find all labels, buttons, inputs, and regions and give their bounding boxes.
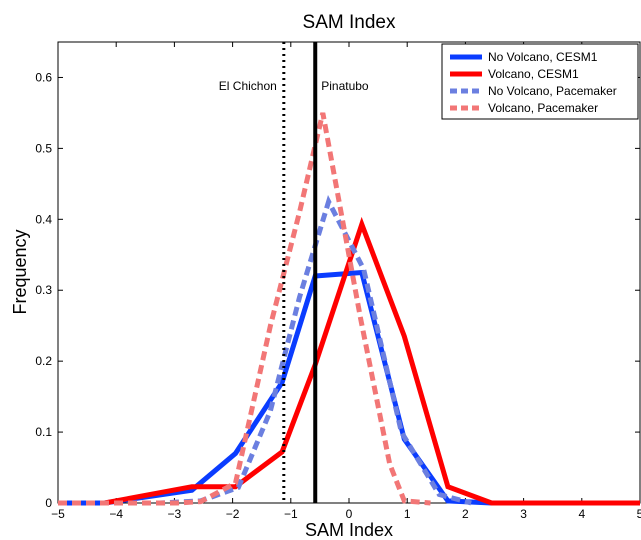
x-tick-label: −2 [226, 507, 240, 521]
x-tick-label: −4 [109, 507, 123, 521]
y-tick-label: 0.1 [35, 425, 52, 439]
chart-title: SAM Index [303, 12, 396, 33]
legend-label-2: Volcano, CESM1 [488, 67, 579, 81]
x-tick-label: 4 [578, 507, 585, 521]
x-axis-label: SAM Index [305, 520, 393, 540]
x-tick-label: 5 [637, 507, 641, 521]
y-tick-label: 0.2 [35, 354, 52, 368]
legend-label-1: No Volcano, CESM1 [488, 50, 598, 64]
reference-label-2: Pinatubo [321, 79, 369, 93]
x-tick-label: 2 [462, 507, 469, 521]
legend-label-3: No Volcano, Pacemaker [488, 84, 617, 98]
x-tick-label: 3 [520, 507, 527, 521]
legend-label-4: Volcano, Pacemaker [488, 101, 598, 115]
legend: No Volcano, CESM1 Volcano, CESM1 No Volcan… [441, 43, 639, 120]
x-tick-label: −1 [284, 507, 298, 521]
y-tick-label: 0.3 [35, 283, 52, 297]
x-tick-label: −3 [168, 507, 182, 521]
reference-label-1: El Chichon [219, 79, 277, 93]
y-axis-label: Frequency [10, 229, 30, 314]
reference-lines: El Chichon Pinatubo [219, 42, 369, 503]
x-tick-label: 1 [404, 507, 411, 521]
y-tick-label: 0.5 [35, 141, 52, 155]
series-line-2 [104, 216, 640, 506]
series-line-4 [58, 112, 431, 506]
y-tick-label: 0 [45, 496, 52, 510]
x-tick-label: −5 [51, 507, 65, 521]
y-tick-label: 0.6 [35, 70, 52, 84]
x-tick-label: 0 [346, 507, 353, 521]
axis-ticks: −5 −4 −3 −2 −1 0 1 2 3 4 5 0 0.1 0.2 0.3 0.4 0.5 0.6 [35, 42, 641, 521]
y-tick-label: 0.4 [35, 212, 52, 226]
